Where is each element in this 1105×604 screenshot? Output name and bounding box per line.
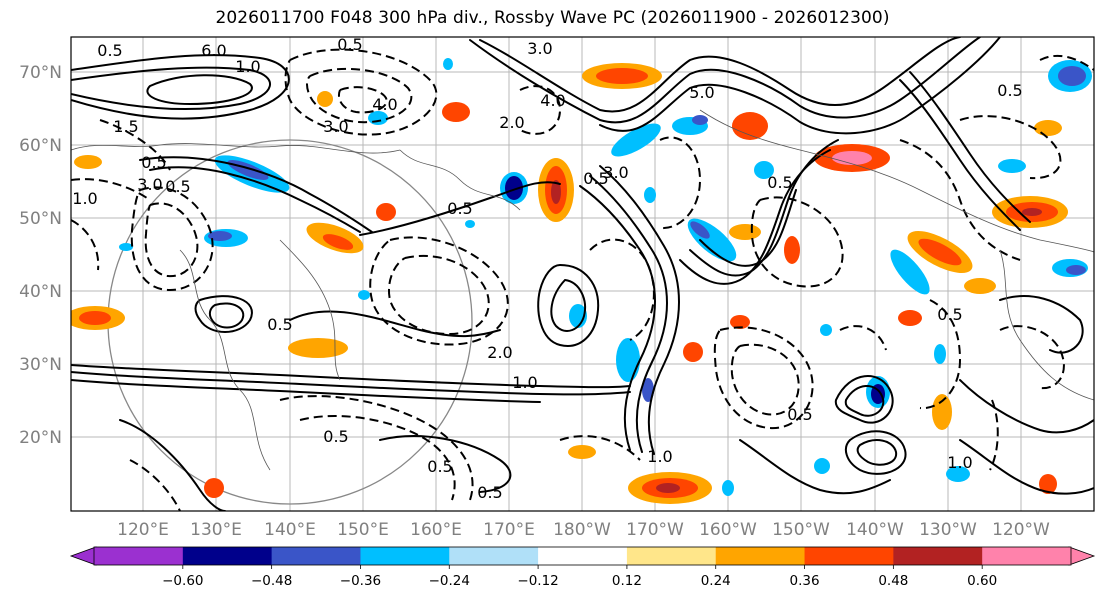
colorbar-tick-label: −0.36 [340,573,381,589]
colorbar: −0.60 −0.48 −0.36 −0.24 −0.12 0.12 0.24 0.36 0.4… [69,546,1096,589]
contour-label: 3.0 [137,175,162,194]
map-title: 2026011700 F048 300 hPa div., Rossby Wav… [215,8,890,28]
longitude-tick-label: 130°W [919,520,977,540]
latitude-tick-label: 30°N [19,355,62,375]
contour-label: 1.0 [72,189,97,208]
contour-label: 0.5 [583,169,608,188]
contour-label: 2.0 [487,343,512,362]
longitude-tick-label: 150°E [337,520,389,540]
colorbar-tick-label: 0.48 [878,573,908,589]
contour-label: 0.5 [141,153,166,172]
contour-label: 6.0 [201,41,226,60]
positive-anomaly-blob [71,306,125,330]
longitude-tick-label: 120°W [992,520,1050,540]
contour-label: 0.5 [997,81,1022,100]
contour-label: 0.5 [337,35,362,54]
positive-anomaly-blob [582,63,662,89]
contour-label: 0.5 [787,405,812,424]
positive-anomaly-blob [74,91,1062,498]
latitude-tick-label: 60°N [19,136,62,156]
colorbar-frame [93,546,1072,566]
contour-label: 0.5 [97,41,122,60]
colorbar-band [360,547,450,565]
colorbar-tick-label: −0.60 [162,573,203,589]
contour-label: 0.5 [767,173,792,192]
contour-label: 1.0 [512,373,537,392]
positive-anomaly-blob [306,222,364,254]
positive-anomaly-blob [907,231,973,273]
colorbar-extend-min [69,546,97,566]
contour-label: 1.0 [235,57,260,76]
longitude-tick-label: 180°W [553,520,611,540]
latitude-tick-label: 70°N [19,63,62,83]
colorbar-tick-label: 0.60 [967,573,997,589]
colorbar-band [804,547,894,565]
latitude-tick-label: 50°N [19,209,62,229]
latitude-axis: 70°N 60°N 50°N 40°N 30°N 20°N [19,63,62,448]
contour-label: 1.0 [947,453,972,472]
coastlines [71,109,1094,471]
contour-label: 1.0 [647,447,672,466]
longitude-tick-label: 120°E [117,520,169,540]
longitude-tick-label: 150°W [772,520,830,540]
longitude-tick-label: 130°E [190,520,242,540]
negative-anomaly-blob [500,172,528,204]
colorbar-tick-label: 0.24 [701,573,731,589]
negative-anomaly-blob [1048,60,1092,92]
colorbar-tick-label: −0.48 [251,573,292,589]
latitude-tick-label: 40°N [19,282,62,302]
colorbar-band [538,547,628,565]
colorbar-tick-label: 0.36 [790,573,820,589]
negative-anomaly-blob [687,218,737,262]
contour-label: 4.0 [372,95,397,114]
contour-label: 0.5 [323,427,348,446]
longitude-axis: 120°E 130°E 140°E 150°E 160°E 170°E 180°W 170°W… [117,520,1050,540]
longitude-tick-label: 140°W [846,520,904,540]
longitude-tick-label: 170°E [483,520,535,540]
contour-labels: 0.5 6.0 0.53.04.03.04.01.00.53.01.51.00.52… [72,35,1022,502]
colorbar-band [94,547,184,565]
colorbar-band [982,547,1072,565]
contour-label: 2.0 [499,113,524,132]
dashed-contours [71,48,1094,511]
colorbar-tick-label: −0.24 [429,573,470,589]
colorbar-band [182,547,273,565]
colorbar-tick-label: 0.12 [612,573,642,589]
colorbar-band [715,547,806,565]
colorbar-extend-max [1068,546,1096,566]
negative-anomaly-blob [866,249,930,408]
contour-label: 0.5 [165,177,190,196]
contour-label: 1.5 [113,117,138,136]
contour-label: 4.0 [540,91,565,110]
positive-anomaly-blob [814,144,890,172]
longitude-tick-label: 160°W [699,520,757,540]
contour-label: 0.5 [937,305,962,324]
colorbar-band [893,547,983,565]
contour-label: 0.5 [447,199,472,218]
longitude-tick-label: 170°W [626,520,684,540]
map-frame [70,36,1095,512]
colorbar-band [626,547,717,565]
contour-label: 3.0 [603,163,628,182]
contour-label: 0.5 [477,483,502,502]
contour-label: 0.5 [427,457,452,476]
positive-anomaly-blob [538,158,574,222]
contour-label: 3.0 [323,117,348,136]
positive-anomaly-blob [732,112,768,140]
positive-anomaly-blob [628,472,712,504]
negative-anomaly-blob [204,229,248,247]
contour-label: 3.0 [527,39,552,58]
colorbar-tick-label: −0.12 [517,573,558,589]
contour-label: 0.5 [267,315,292,334]
latitude-tick-label: 20°N [19,428,62,448]
solid-contours [71,37,1094,511]
contour-label: 5.0 [689,83,714,102]
colorbar-band [449,547,539,565]
longitude-tick-label: 160°E [410,520,462,540]
colorbar-band [271,547,361,565]
longitude-tick-label: 140°E [264,520,316,540]
